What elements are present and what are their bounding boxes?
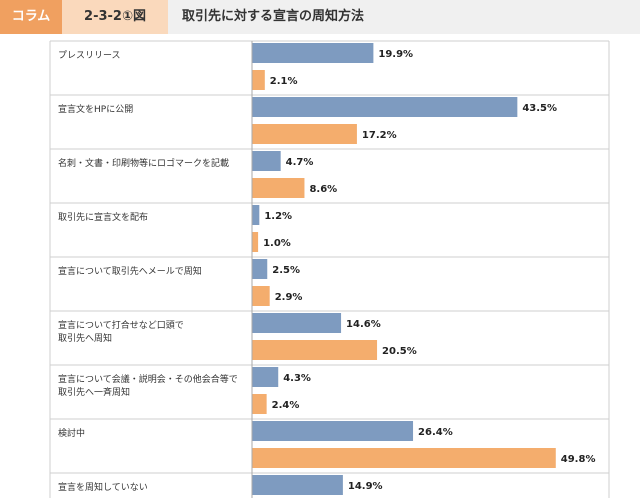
bar-series1 [252, 421, 414, 441]
value-label: 2.5% [272, 265, 300, 276]
value-label: 20.5% [382, 346, 417, 357]
category-label: 検討中 [58, 427, 85, 439]
category-label: 取引先へ一斉周知 [58, 386, 130, 398]
value-label: 1.2% [264, 211, 292, 222]
category-label: 宣言文をHPに公開 [58, 103, 133, 115]
bar-series1 [252, 205, 260, 225]
value-label: 2.1% [270, 76, 298, 87]
value-label: 49.8% [561, 454, 596, 465]
value-label: 4.7% [286, 157, 314, 168]
figure-number: 2-3-2①図 [62, 0, 168, 34]
value-label: 43.5% [522, 103, 557, 114]
bar-series2 [252, 124, 357, 144]
bar-series2 [252, 448, 556, 468]
bar-series1 [252, 475, 343, 495]
category-label: プレスリリース [58, 50, 121, 61]
bar-series1 [252, 367, 279, 387]
bar-series2 [252, 394, 267, 414]
value-label: 14.6% [346, 319, 381, 330]
category-label: 宣言について会議・説明会・その他会合等で [58, 373, 238, 385]
bar-series2 [252, 340, 378, 360]
value-label: 2.9% [275, 292, 303, 303]
category-label: 宣言について打合せなど口頭で [58, 319, 184, 331]
chart-title: 取引先に対する宣言の周知方法 [182, 9, 365, 24]
value-label: 26.4% [418, 427, 453, 438]
value-label: 8.6% [309, 184, 337, 195]
value-label: 1.0% [263, 238, 291, 249]
category-label: 取引先へ周知 [58, 332, 112, 344]
figure-header: コラム 2-3-2①図 取引先に対する宣言の周知方法 [0, 0, 640, 34]
bar-series2 [252, 178, 305, 198]
value-label: 17.2% [362, 130, 397, 141]
bar-series1 [252, 313, 342, 333]
bar-series2 [252, 70, 265, 90]
category-label: 取引先に宣言文を配布 [58, 211, 148, 223]
bar-series2 [252, 232, 259, 252]
bar-series2 [252, 286, 270, 306]
value-label: 4.3% [283, 373, 311, 384]
bar-series1 [252, 151, 281, 171]
bar-series1 [252, 259, 268, 279]
value-label: 14.9% [348, 481, 383, 492]
bar-series1 [252, 43, 374, 63]
category-label: 名刺・文書・印刷物等にロゴマークを記載 [58, 157, 229, 169]
category-label: 宣言を周知していない [58, 481, 148, 493]
bar-series1 [252, 97, 518, 117]
column-tag: コラム [0, 0, 62, 34]
value-label: 2.4% [272, 400, 300, 411]
category-label: 宣言について取引先へメールで周知 [58, 265, 202, 277]
value-label: 19.9% [378, 49, 413, 60]
